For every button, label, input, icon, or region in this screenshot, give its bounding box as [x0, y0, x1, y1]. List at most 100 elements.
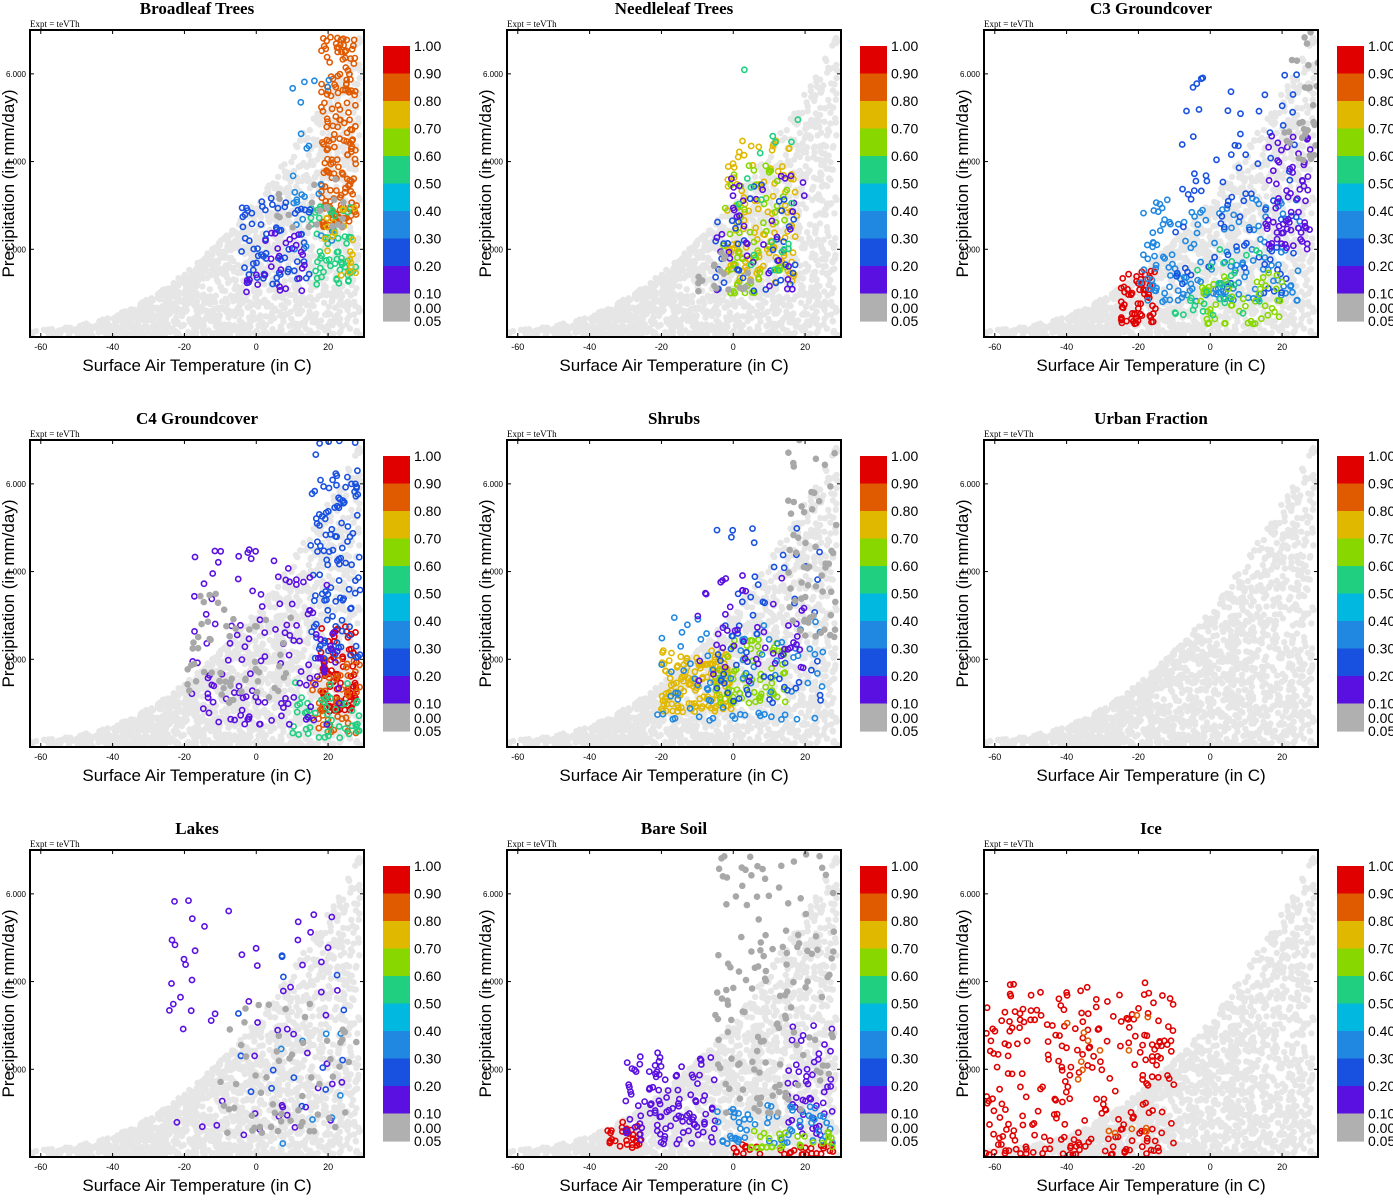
- background-point: [693, 241, 701, 249]
- background-point: [736, 319, 743, 326]
- background-point: [814, 236, 822, 243]
- background-point: [1262, 182, 1270, 189]
- data-point: [312, 267, 319, 275]
- data-point: [338, 260, 346, 268]
- background-point: [264, 185, 271, 192]
- data-point: [721, 204, 729, 212]
- data-point: [768, 146, 776, 154]
- background-point: [658, 271, 665, 278]
- background-point: [259, 319, 266, 326]
- background-point: [638, 324, 645, 331]
- data-point: [753, 269, 761, 277]
- colorbar-segment: [383, 211, 410, 240]
- y-tick-label: 6.000: [6, 70, 27, 79]
- data-point: [740, 151, 748, 159]
- background-point: [225, 314, 232, 321]
- data-point: [276, 283, 283, 290]
- background-point: [297, 137, 304, 144]
- data-point: [273, 274, 281, 282]
- data-point: [316, 207, 324, 214]
- data-point: [754, 205, 762, 213]
- background-point: [811, 143, 818, 150]
- background-point: [810, 269, 818, 276]
- data-point: [784, 275, 792, 283]
- background-point: [810, 183, 817, 191]
- data-point: [347, 148, 355, 156]
- background-point: [355, 235, 362, 242]
- background-point: [305, 151, 312, 159]
- background-point: [818, 150, 826, 157]
- background-point: [286, 255, 294, 262]
- background-point: [336, 320, 343, 328]
- data-point: [764, 208, 772, 216]
- data-point: [254, 252, 262, 260]
- background-point: [669, 332, 677, 337]
- data-point: [714, 218, 721, 226]
- background-point: [211, 247, 218, 254]
- background-point: [307, 332, 314, 337]
- background-point: [355, 194, 362, 201]
- data-point: [343, 137, 350, 145]
- background-point: [230, 227, 237, 234]
- colorbar-segment: [383, 183, 410, 212]
- background-point: [1254, 129, 1261, 137]
- background-point: [783, 126, 790, 134]
- data-point: [777, 276, 785, 284]
- data-point: [346, 248, 354, 255]
- background-point: [804, 103, 811, 110]
- data-point: [351, 88, 359, 95]
- background-point: [821, 288, 828, 295]
- data-point: [317, 232, 325, 239]
- background-point: [245, 245, 252, 252]
- background-point: [802, 240, 810, 247]
- background-point: [330, 317, 337, 325]
- data-point: [305, 270, 313, 278]
- data-point: [768, 238, 776, 246]
- data-point: [735, 248, 743, 255]
- data-point: [740, 222, 748, 230]
- data-point: [317, 103, 325, 111]
- background-point: [829, 318, 837, 325]
- data-point: [800, 192, 808, 199]
- data-point: [771, 208, 779, 216]
- data-point: [346, 180, 354, 188]
- background-point: [186, 330, 194, 337]
- colorbar-segment: [383, 101, 410, 130]
- background-point: [1284, 87, 1292, 95]
- background-point: [813, 320, 820, 328]
- background-point: [608, 322, 615, 329]
- background-point: [670, 268, 677, 275]
- background-point: [758, 332, 766, 337]
- background-point: [188, 283, 195, 290]
- data-point: [293, 198, 301, 206]
- background-point: [1268, 329, 1276, 337]
- background-point: [636, 286, 644, 293]
- background-point: [308, 243, 316, 250]
- colorbar-segment: [860, 211, 887, 240]
- background-point: [252, 227, 259, 234]
- x-tick-label: -40: [583, 342, 596, 352]
- background-point: [823, 325, 831, 332]
- background-point: [827, 276, 834, 284]
- background-point: [1206, 227, 1213, 234]
- background-point: [591, 329, 598, 336]
- background-point: [833, 308, 840, 315]
- data-point: [725, 286, 732, 293]
- background-point: [293, 288, 300, 295]
- data-point: [324, 87, 332, 95]
- background-point: [688, 299, 696, 306]
- background-point: [726, 309, 734, 316]
- background-point: [1284, 116, 1292, 124]
- data-point: [762, 286, 770, 293]
- background-point: [723, 314, 731, 321]
- background-point: [729, 315, 736, 323]
- background-point: [824, 126, 832, 133]
- background-point: [137, 332, 144, 337]
- background-point: [282, 217, 290, 224]
- background-point: [246, 321, 253, 328]
- background-point: [802, 121, 810, 128]
- data-point: [261, 271, 269, 279]
- data-point: [773, 233, 781, 241]
- background-point: [571, 324, 578, 331]
- data-point: [777, 172, 785, 180]
